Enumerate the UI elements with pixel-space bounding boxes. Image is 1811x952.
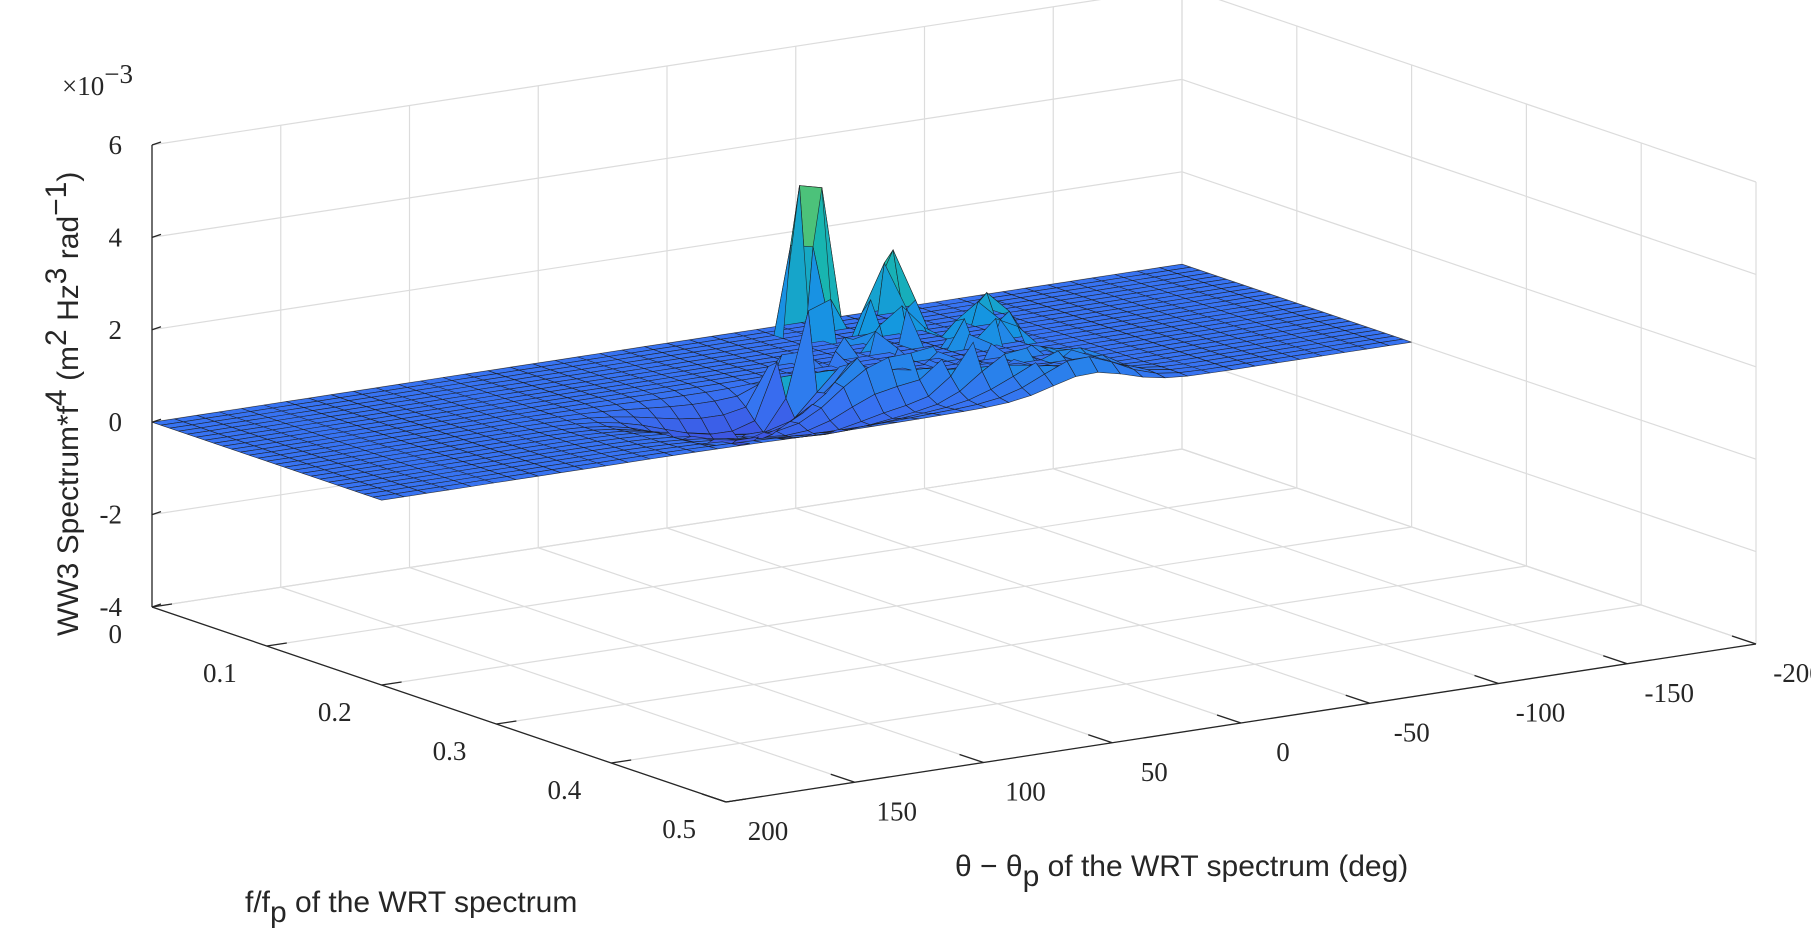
f-tick-mark [496,720,517,725]
z-axis-label: WW3 Spectrum*f4 (m2 Hz3 rad−1) [40,172,85,636]
grid-line [151,171,1183,331]
f-axis-label: f/fp of the WRT spectrum [245,886,577,929]
f-tick-mark [151,603,173,608]
f-tick-mark [266,642,287,647]
theta-tick-label: 0 [1276,737,1290,767]
theta-tick-label: 200 [748,816,789,846]
z-tick-label: -2 [100,500,123,530]
surface-patch [372,493,405,501]
grid-line [1181,78,1757,275]
theta-tick-label: 100 [1005,777,1046,807]
z-tick-mark [151,510,162,516]
z-tick-mark [151,418,162,423]
theta-tick-mark [1731,635,1757,645]
theta-tick-label: 50 [1141,757,1168,787]
grid-line [538,547,1113,744]
axes-lines [151,141,1757,803]
theta-tick-mark [830,773,855,783]
theta-tick-label: -50 [1394,717,1430,747]
f-tick-label: 0.5 [662,814,696,844]
f-tick-label: 0.2 [318,697,352,727]
theta-axis-label: θ − θp of the WRT spectrum (deg) [955,850,1408,893]
theta-tick-mark [1474,674,1499,685]
grid-line [151,0,1102,146]
surface-mesh [151,185,1412,501]
z-tick-label: 6 [109,130,123,160]
grid-line [1181,356,1757,553]
z-tick-mark [151,141,162,146]
f-tick-label: 0.4 [547,775,581,805]
theta-tick-mark [1216,714,1242,724]
z-tick-label: 0 [109,407,123,437]
grid-line [1218,0,1757,183]
theta-tick-labels: 200 150 100 50 0 -50 -100 -150 -200 [748,658,1811,846]
z-tick-mark [151,233,162,239]
theta-tick-mark [959,753,984,764]
f-axis-line [151,606,727,803]
grid-line [795,507,1370,704]
theta-tick-mark [1345,694,1370,704]
f-tick-labels: 0 0.1 0.2 0.3 0.4 0.5 [109,619,697,844]
z-multiplier: ×10−3 [62,59,133,101]
theta-tick-mark [1088,734,1113,744]
z-tick-labels: 6 4 2 0 -2 -4 [100,130,123,622]
f-tick-label: 0.1 [203,658,237,688]
grid-line [924,487,1499,685]
theta-tick-label: -150 [1645,678,1695,708]
theta-tick-label: -200 [1773,658,1811,688]
grid-line [666,527,1242,724]
theta-tick-label: -100 [1516,698,1566,728]
grid-line [1053,468,1628,665]
theta-tick-mark [1603,655,1628,665]
f-tick-label: 0.3 [433,736,467,766]
f-tick-mark [381,681,402,686]
f-tick-label: 0 [109,619,123,649]
grid-line [151,78,1183,238]
theta-tick-mark [701,793,727,803]
grid-line [280,586,855,783]
surface-patch [1156,372,1188,379]
grid-line [1181,171,1757,368]
f-tick-mark [611,759,632,764]
theta-tick-label: 150 [877,796,918,826]
grid-line [409,566,984,764]
z-tick-label: -4 [100,592,123,622]
z-tick-label: 2 [109,315,123,345]
z-tick-label: 4 [109,222,123,252]
grid-line [1181,448,1757,645]
z-tick-mark [151,326,162,331]
f-tick-mark [725,798,747,803]
